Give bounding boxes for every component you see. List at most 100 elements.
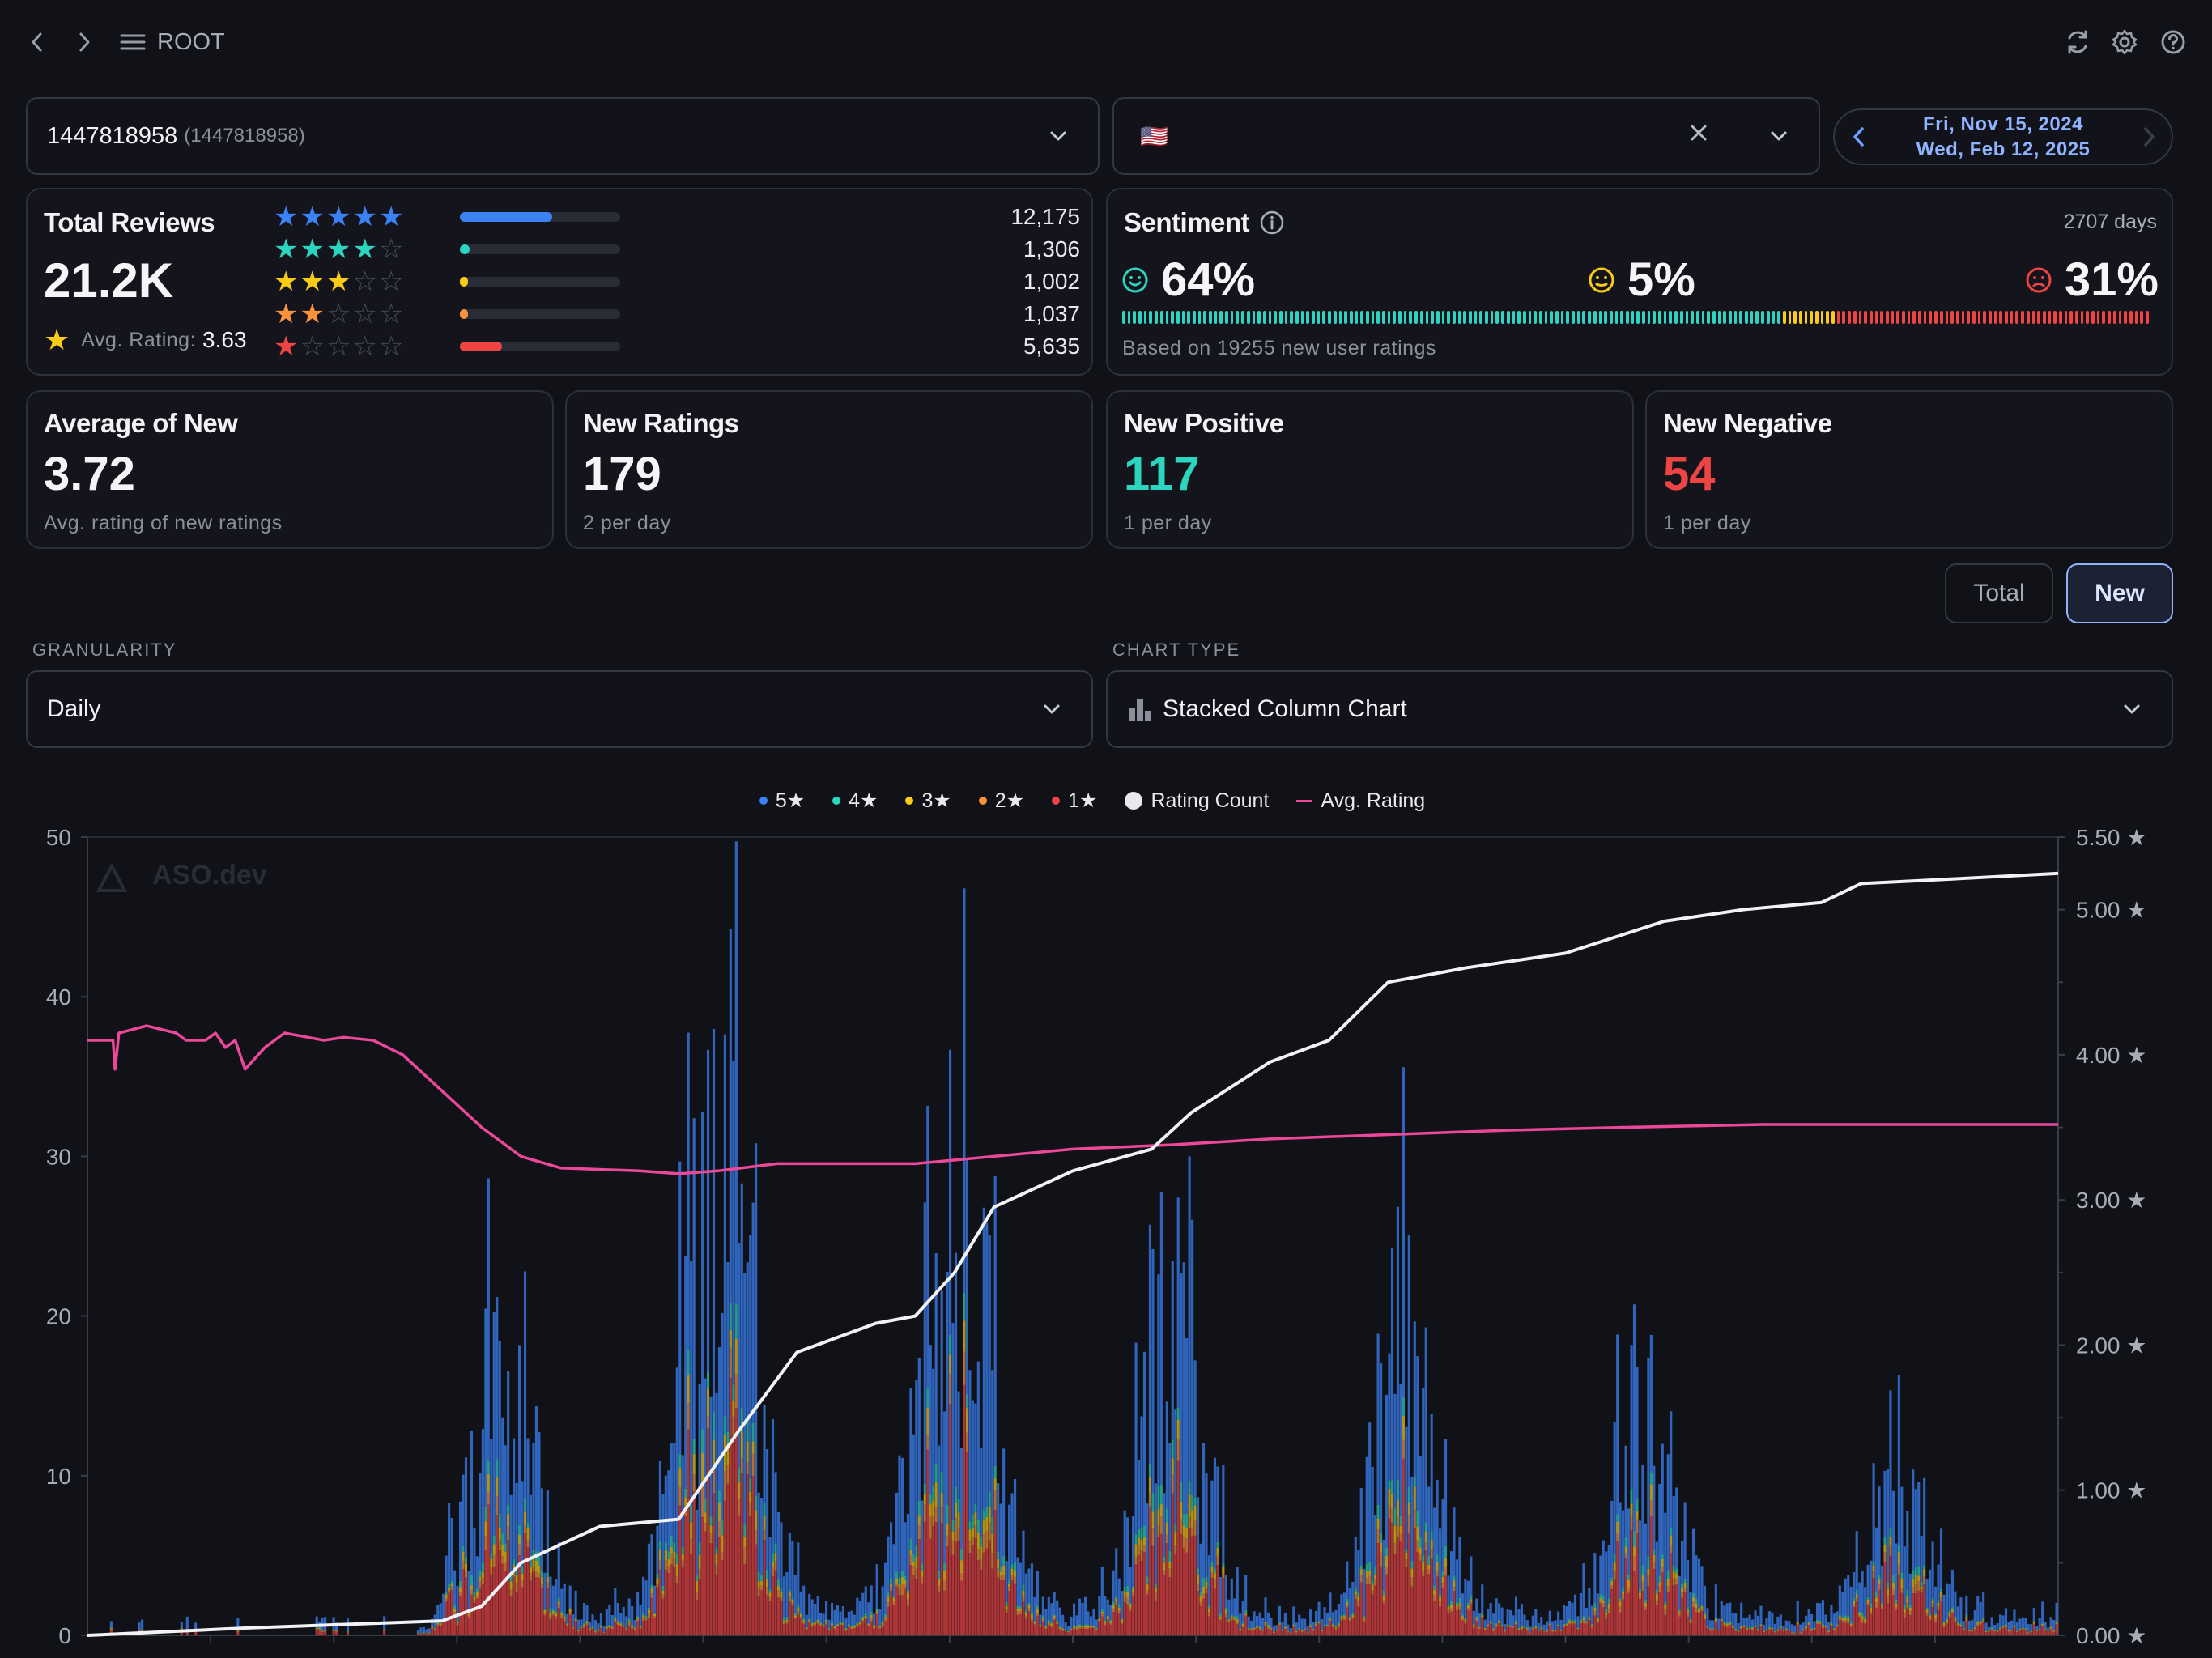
- info-icon[interactable]: [1259, 210, 1285, 236]
- column-bar: [1576, 1628, 1580, 1630]
- granularity-select[interactable]: Daily: [26, 670, 1093, 748]
- column-bar: [1241, 1627, 1244, 1635]
- column-bar: [867, 1622, 870, 1624]
- column-bar: [1227, 1621, 1231, 1623]
- column-bar: [1849, 1586, 1853, 1622]
- column-bar: [1976, 1596, 1980, 1622]
- column-bar: [1205, 1588, 1208, 1594]
- column-bar: [475, 1556, 479, 1589]
- column-bar: [1159, 1516, 1163, 1534]
- column-bar: [793, 1618, 797, 1635]
- sentiment-segment: [1192, 311, 1196, 324]
- column-bar: [2004, 1625, 2008, 1627]
- sentiment-segment: [1836, 311, 1840, 324]
- column-bar: [963, 1384, 966, 1635]
- legend-item[interactable]: Avg. Rating: [1296, 789, 1425, 813]
- legend-item[interactable]: 4★: [832, 789, 878, 813]
- toggle-new-button[interactable]: New: [2066, 563, 2173, 623]
- column-bar: [816, 1620, 819, 1622]
- column-bar: [627, 1622, 631, 1626]
- chart-type-select[interactable]: Stacked Column Chart: [1106, 670, 2173, 748]
- column-bar: [1199, 1592, 1202, 1596]
- column-bar: [1407, 1486, 1410, 1503]
- column-bar: [526, 1438, 530, 1524]
- column-bar: [1672, 1495, 1675, 1566]
- column-bar: [749, 1516, 752, 1635]
- forward-button[interactable]: [63, 21, 105, 63]
- date-prev-button[interactable]: [1851, 125, 1867, 152]
- column-bar: [1230, 1614, 1233, 1617]
- legend-item[interactable]: 2★: [978, 789, 1024, 813]
- column-bar: [1199, 1601, 1202, 1606]
- column-bar: [1691, 1528, 1695, 1593]
- column-bar: [1917, 1575, 1921, 1582]
- column-bar: [515, 1592, 518, 1635]
- column-bar: [1380, 1553, 1383, 1568]
- sentiment-segment: [1712, 311, 1716, 324]
- column-bar: [839, 1625, 842, 1635]
- column-bar: [1864, 1622, 1867, 1624]
- settings-button[interactable]: [2104, 21, 2146, 63]
- column-bar: [1864, 1616, 1867, 1620]
- refresh-button[interactable]: [2057, 21, 2099, 63]
- sentiment-segment: [1387, 311, 1391, 324]
- column-bar: [560, 1611, 564, 1614]
- column-bar: [1413, 1509, 1416, 1528]
- help-button[interactable]: [2152, 21, 2194, 63]
- column-bar: [1405, 1559, 1408, 1568]
- app-select[interactable]: 1447818958 (1447818958): [26, 97, 1100, 175]
- column-bar: [1142, 1351, 1146, 1526]
- country-select[interactable]: 🇺🇸: [1112, 97, 1820, 175]
- column-bar: [740, 1473, 743, 1635]
- date-range-picker[interactable]: Fri, Nov 15, 2024 Wed, Feb 12, 2025: [1833, 108, 2173, 165]
- clear-button[interactable]: [1689, 123, 1708, 147]
- column-bar: [1750, 1626, 1755, 1629]
- sentiment-segment: [1793, 311, 1797, 324]
- column-bar: [591, 1628, 594, 1629]
- date-next-button[interactable]: [2141, 125, 2157, 152]
- column-bar: [1551, 1630, 1555, 1632]
- column-bar: [2047, 1627, 2050, 1632]
- column-bar: [1449, 1608, 1453, 1612]
- column-bar: [974, 1403, 977, 1504]
- column-bar: [929, 1538, 932, 1635]
- column-bar: [1579, 1622, 1583, 1624]
- column-bar: [1016, 1611, 1019, 1616]
- column-bar: [1979, 1620, 1982, 1622]
- column-bar: [1784, 1627, 1788, 1629]
- legend-item[interactable]: 1★: [1052, 789, 1097, 813]
- column-bar: [940, 1472, 943, 1493]
- column-bar: [425, 1633, 428, 1635]
- column-bar: [1506, 1626, 1509, 1635]
- column-bar: [1253, 1628, 1256, 1630]
- column-bar: [534, 1560, 538, 1572]
- legend-item[interactable]: 3★: [905, 789, 951, 813]
- column-bar: [684, 1497, 687, 1507]
- column-bar: [1064, 1622, 1067, 1630]
- column-bar: [1464, 1618, 1467, 1620]
- column-bar: [1762, 1632, 1766, 1635]
- back-button[interactable]: [16, 21, 58, 63]
- column-bar: [1675, 1568, 1678, 1574]
- column-bar: [1610, 1500, 1614, 1578]
- column-bar: [740, 1431, 743, 1458]
- column-bar: [844, 1627, 848, 1629]
- toggle-total-button[interactable]: Total: [1945, 563, 2053, 623]
- column-bar: [1807, 1622, 1810, 1624]
- legend-item[interactable]: Rating Count: [1125, 789, 1269, 813]
- column-bar: [1390, 1522, 1394, 1635]
- breadcrumb[interactable]: ROOT: [120, 21, 225, 63]
- column-bar: [1306, 1626, 1309, 1633]
- column-bar: [797, 1604, 800, 1608]
- column-bar: [1948, 1615, 1951, 1619]
- column-bar: [867, 1625, 870, 1626]
- column-bar: [1351, 1614, 1355, 1618]
- column-bar: [667, 1551, 670, 1559]
- sentiment-segment: [1441, 311, 1445, 324]
- column-bar: [721, 1535, 724, 1553]
- column-bar: [1619, 1606, 1622, 1613]
- column-bar: [1264, 1597, 1267, 1622]
- sentiment-segment: [1538, 311, 1542, 324]
- legend-item[interactable]: 5★: [759, 789, 805, 813]
- column-bar: [614, 1619, 617, 1622]
